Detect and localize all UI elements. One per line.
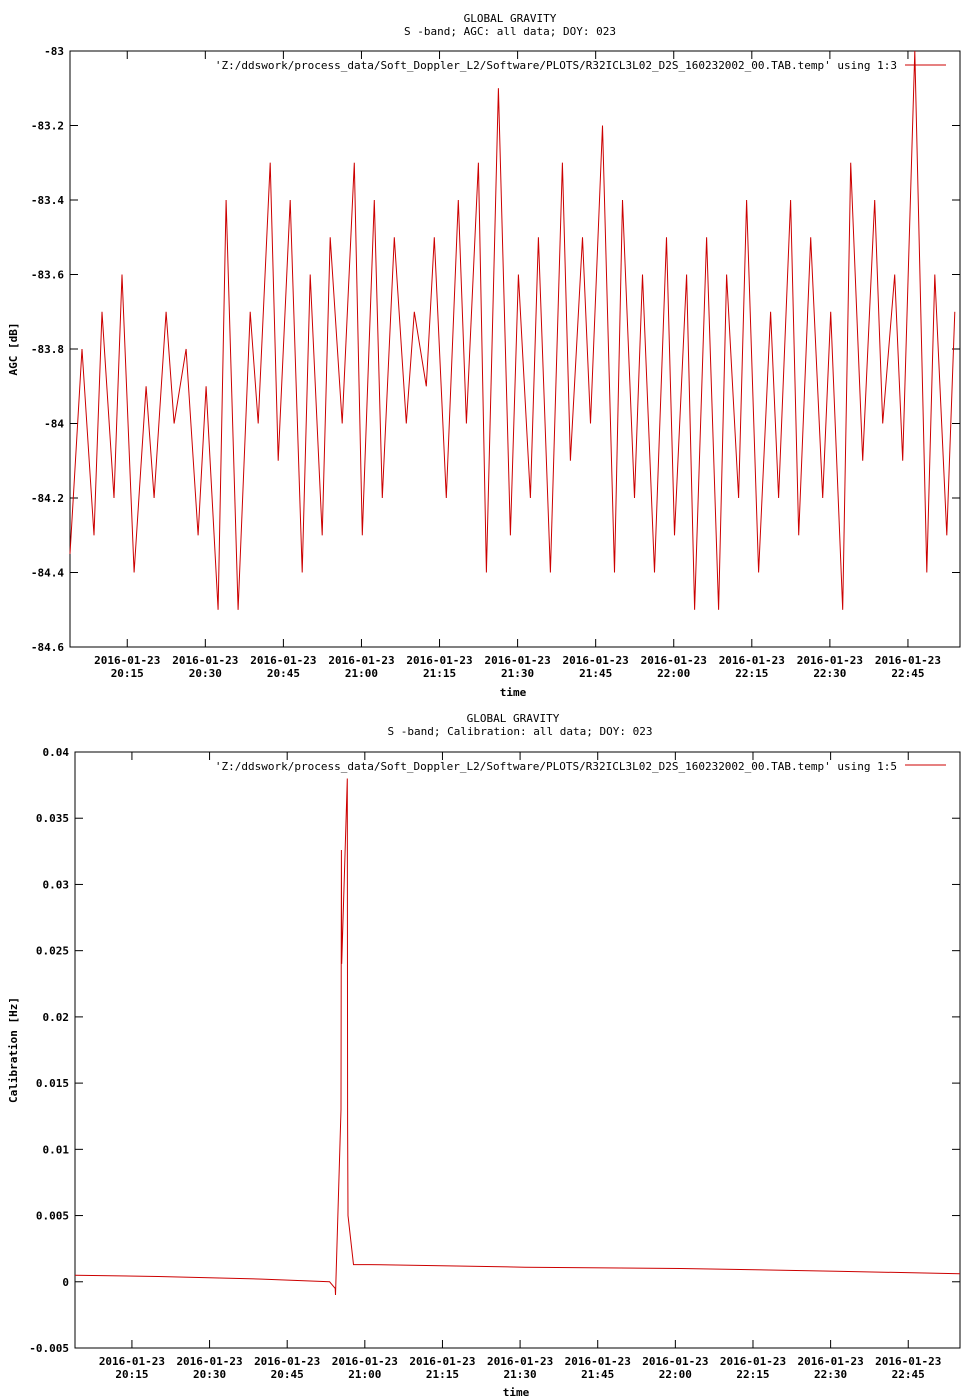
y-tick-label: 0.005: [36, 1210, 69, 1223]
agc-chart-subtitle: S -band; AGC: all data; DOY: 023: [404, 25, 616, 38]
x-tick-time-label: 22:30: [813, 667, 846, 680]
y-tick-label: -0.005: [29, 1342, 69, 1355]
y-tick-label: 0.04: [43, 746, 70, 759]
x-tick-date-label: 2016-01-23: [565, 1355, 631, 1368]
agc-chart: GLOBAL GRAVITY S -band; AGC: all data; D…: [7, 12, 961, 699]
cal-chart-subtitle: S -band; Calibration: all data; DOY: 023: [388, 725, 653, 738]
y-tick-label: -83.8: [31, 343, 64, 356]
x-tick-time-label: 20:30: [193, 1368, 226, 1381]
x-tick-date-label: 2016-01-23: [797, 654, 863, 667]
x-tick-date-label: 2016-01-23: [875, 654, 941, 667]
x-tick-time-label: 22:30: [814, 1368, 847, 1381]
agc-y-axis-label: AGC [dB]: [7, 323, 20, 376]
x-tick-time-label: 20:15: [111, 667, 144, 680]
y-tick-label: 0.025: [36, 945, 69, 958]
x-tick-date-label: 2016-01-23: [409, 1355, 475, 1368]
y-tick-label: 0.015: [36, 1077, 69, 1090]
x-tick-time-label: 21:45: [579, 667, 612, 680]
x-tick-date-label: 2016-01-23: [875, 1355, 941, 1368]
x-tick-time-label: 22:00: [659, 1368, 692, 1381]
agc-series-line: [69, 50, 956, 610]
cal-plot-frame: [74, 751, 961, 1349]
cal-y-axis-label: Calibration [Hz]: [7, 997, 20, 1103]
x-tick-time-label: 22:15: [736, 1368, 769, 1381]
x-tick-date-label: 2016-01-23: [484, 654, 550, 667]
y-tick-label: -84: [44, 418, 64, 431]
y-tick-label: 0.03: [43, 878, 70, 891]
x-tick-date-label: 2016-01-23: [406, 654, 472, 667]
x-tick-time-label: 21:00: [345, 667, 378, 680]
x-tick-time-label: 21:45: [581, 1368, 614, 1381]
agc-y-axis: -83 -83.2 -83.4 -83.6 -83.8 -84 -84.2 -84.4 -84.…: [31, 45, 960, 654]
cal-series-line: [74, 778, 961, 1296]
cal-chart-title: GLOBAL GRAVITY: [467, 712, 560, 725]
x-tick-time-label: 21:15: [423, 667, 456, 680]
y-tick-label: -84.2: [31, 492, 64, 505]
agc-legend: 'Z:/ddswork/process_data/Soft_Doppler_L2…: [215, 59, 946, 72]
agc-plot-frame: [69, 50, 961, 648]
x-tick-date-label: 2016-01-23: [720, 1355, 786, 1368]
x-tick-date-label: 2016-01-23: [563, 654, 629, 667]
y-tick-label: -83.6: [31, 269, 64, 282]
cal-legend-label: 'Z:/ddswork/process_data/Soft_Doppler_L2…: [215, 760, 897, 773]
x-tick-date-label: 2016-01-23: [328, 654, 394, 667]
x-tick-date-label: 2016-01-23: [250, 654, 316, 667]
agc-x-axis-label: time: [500, 686, 527, 699]
x-tick-time-label: 20:30: [189, 667, 222, 680]
x-tick-date-label: 2016-01-23: [641, 654, 707, 667]
x-tick-date-label: 2016-01-23: [642, 1355, 708, 1368]
x-tick-time-label: 22:45: [891, 667, 924, 680]
y-tick-label: 0: [62, 1276, 69, 1289]
calibration-chart: GLOBAL GRAVITY S -band; Calibration: all…: [7, 712, 961, 1399]
x-tick-time-label: 20:45: [267, 667, 300, 680]
agc-legend-label: 'Z:/ddswork/process_data/Soft_Doppler_L2…: [215, 59, 897, 72]
y-tick-label: -83.2: [31, 120, 64, 133]
cal-x-axis-label: time: [503, 1386, 530, 1399]
x-tick-date-label: 2016-01-23: [332, 1355, 398, 1368]
y-tick-label: -83.4: [31, 194, 64, 207]
x-tick-date-label: 2016-01-23: [176, 1355, 242, 1368]
y-tick-label: -84.6: [31, 641, 64, 654]
x-tick-time-label: 20:45: [271, 1368, 304, 1381]
cal-legend: 'Z:/ddswork/process_data/Soft_Doppler_L2…: [215, 760, 946, 773]
x-tick-date-label: 2016-01-23: [99, 1355, 165, 1368]
y-tick-label: -84.4: [31, 567, 64, 580]
x-tick-time-label: 21:15: [426, 1368, 459, 1381]
x-tick-time-label: 22:15: [735, 667, 768, 680]
x-tick-time-label: 21:00: [348, 1368, 381, 1381]
x-tick-date-label: 2016-01-23: [719, 654, 785, 667]
x-tick-date-label: 2016-01-23: [94, 654, 160, 667]
cal-y-axis: 0.04 0.035 0.03 0.025 0.02 0.015 0.01 0.005 0 -0.…: [29, 746, 960, 1355]
x-tick-time-label: 21:30: [501, 667, 534, 680]
x-tick-date-label: 2016-01-23: [254, 1355, 320, 1368]
cal-x-axis: 2016-01-2320:152016-01-2320:302016-01-23…: [99, 752, 941, 1381]
x-tick-date-label: 2016-01-23: [797, 1355, 863, 1368]
x-tick-date-label: 2016-01-23: [172, 654, 238, 667]
x-tick-time-label: 20:15: [115, 1368, 148, 1381]
y-tick-label: 0.02: [43, 1011, 70, 1024]
y-tick-label: 0.035: [36, 812, 69, 825]
x-tick-date-label: 2016-01-23: [487, 1355, 553, 1368]
y-tick-label: 0.01: [43, 1143, 70, 1156]
agc-chart-title: GLOBAL GRAVITY: [464, 12, 557, 25]
x-tick-time-label: 21:30: [504, 1368, 537, 1381]
agc-x-axis: 2016-01-2320:152016-01-2320:302016-01-23…: [94, 51, 941, 680]
x-tick-time-label: 22:00: [657, 667, 690, 680]
y-tick-label: -83: [44, 45, 64, 58]
x-tick-time-label: 22:45: [892, 1368, 925, 1381]
